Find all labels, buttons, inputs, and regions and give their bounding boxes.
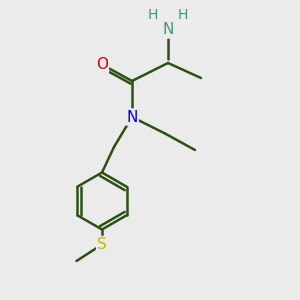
Text: H: H (148, 8, 158, 22)
Text: N: N (126, 110, 138, 124)
Text: N: N (162, 22, 174, 38)
Text: S: S (97, 237, 107, 252)
Text: O: O (96, 57, 108, 72)
Text: H: H (178, 8, 188, 22)
